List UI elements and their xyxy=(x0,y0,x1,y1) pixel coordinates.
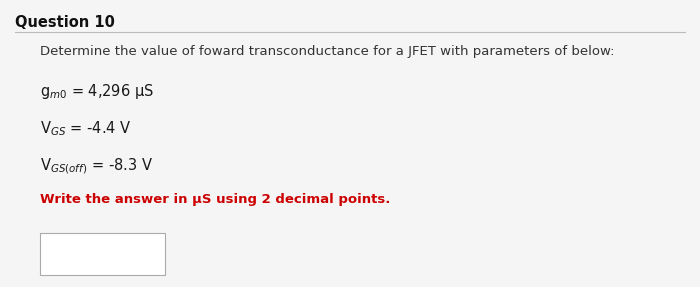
Text: Determine the value of foward transconductance for a JFET with parameters of bel: Determine the value of foward transcondu… xyxy=(40,45,615,58)
Text: g$_{m0}$ = 4,296 μS: g$_{m0}$ = 4,296 μS xyxy=(40,82,154,101)
FancyBboxPatch shape xyxy=(40,233,165,275)
Text: Question 10: Question 10 xyxy=(15,15,115,30)
Text: Write the answer in μS using 2 decimal points.: Write the answer in μS using 2 decimal p… xyxy=(40,193,391,206)
Text: V$_{GS(off)}$ = -8.3 V: V$_{GS(off)}$ = -8.3 V xyxy=(40,156,153,176)
Text: V$_{GS}$ = -4.4 V: V$_{GS}$ = -4.4 V xyxy=(40,119,132,138)
